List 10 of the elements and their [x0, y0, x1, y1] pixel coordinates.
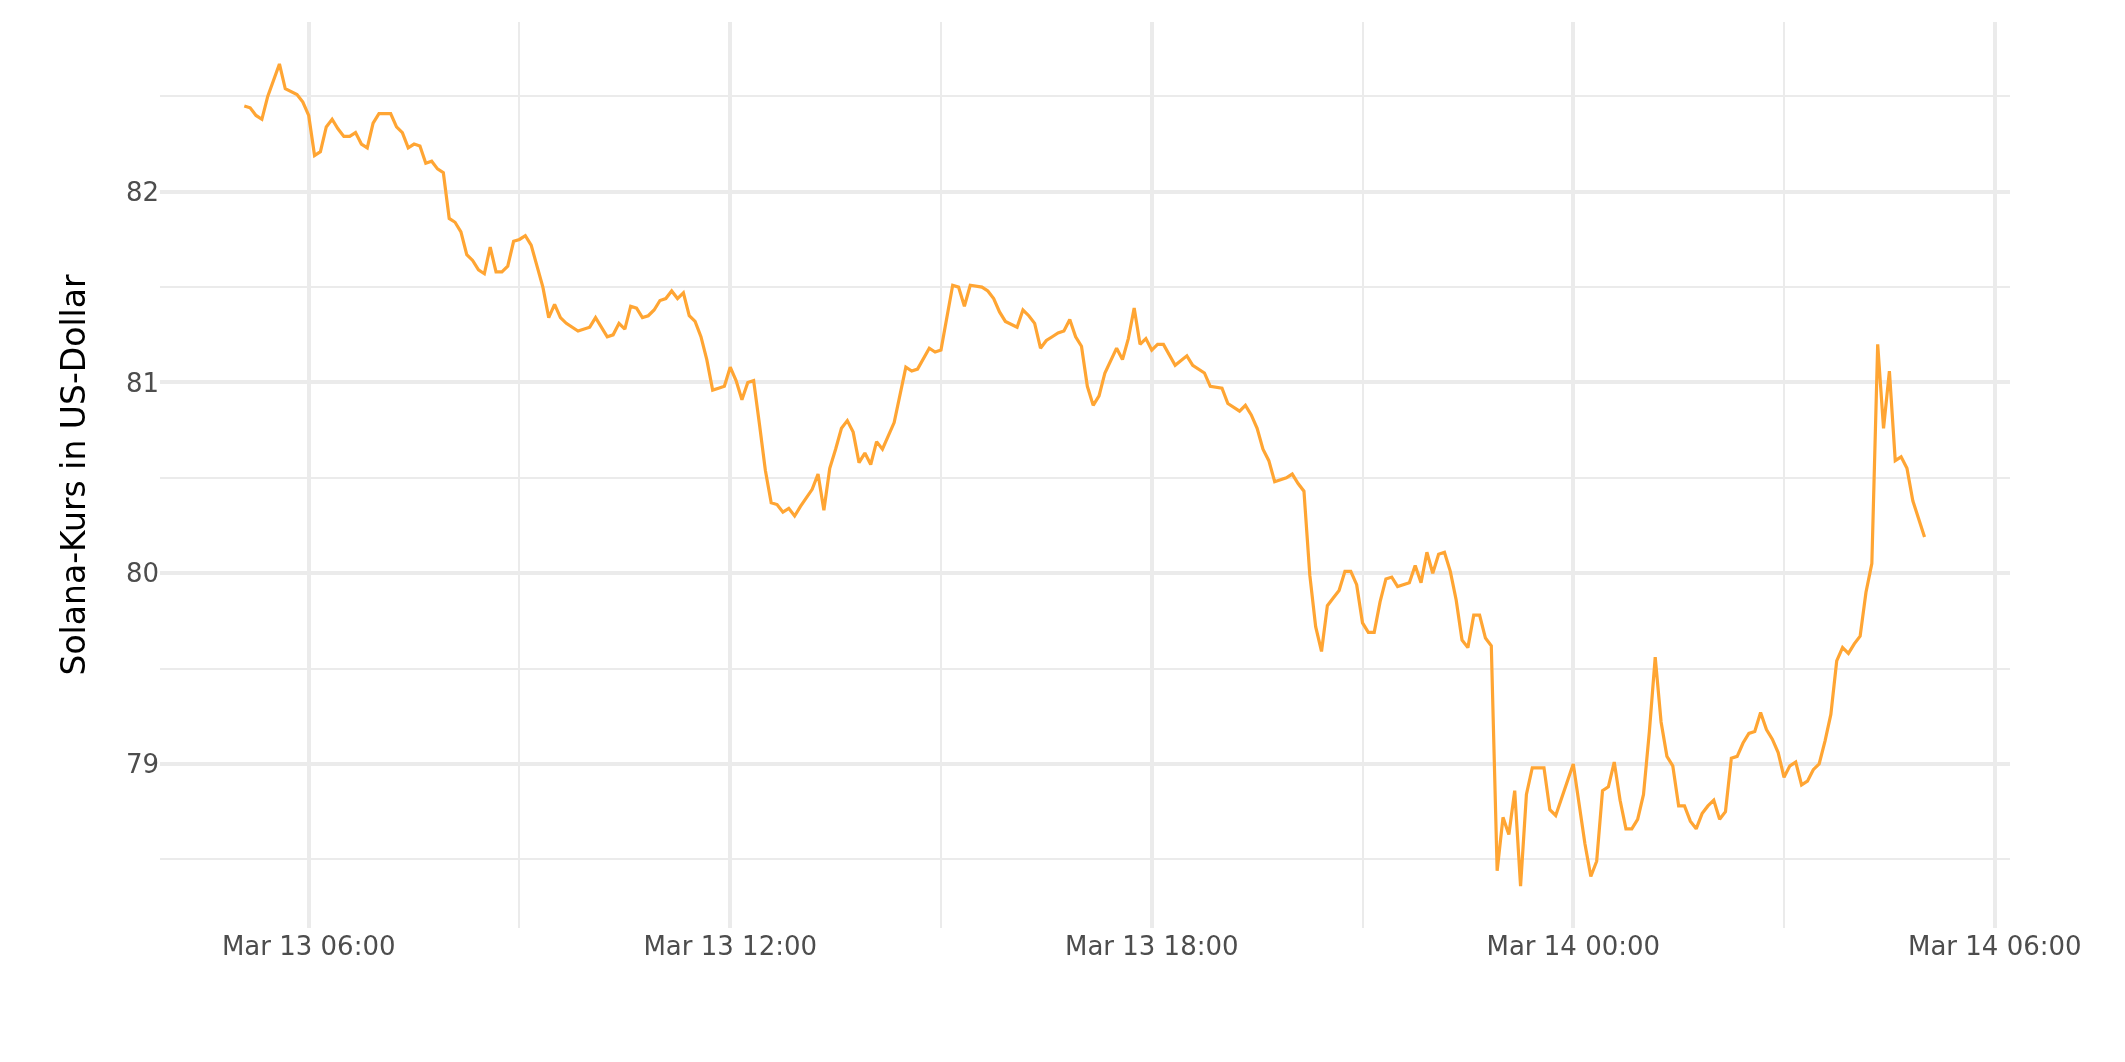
y-tick-label: 80: [125, 558, 159, 589]
x-tick-label: Mar 14 06:00: [1907, 931, 2082, 961]
y-tick-label: 81: [125, 367, 159, 398]
x-tick-label: Mar 13 18:00: [1064, 931, 1239, 961]
y-axis-title: Solana-Kurs in US-Dollar: [53, 274, 93, 676]
x-tick-label: Mar 13 06:00: [221, 931, 396, 961]
x-tick-label: Mar 13 12:00: [643, 931, 818, 961]
y-tick-label: 79: [125, 749, 159, 780]
y-tick-label: 82: [125, 176, 159, 207]
x-tick-label: Mar 14 00:00: [1486, 931, 1661, 961]
